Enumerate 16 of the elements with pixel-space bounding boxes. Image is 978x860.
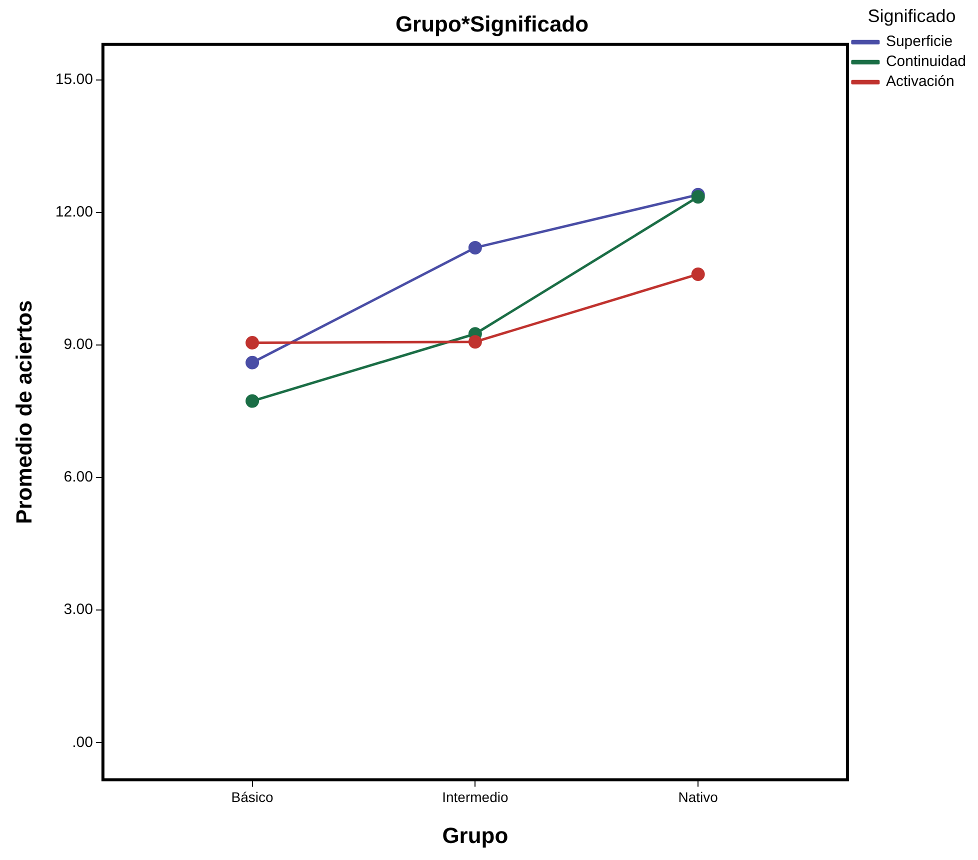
x-tick-label: Nativo xyxy=(678,789,718,806)
legend-title: Significado xyxy=(868,6,956,26)
y-tick-label: 15.00 xyxy=(55,70,93,88)
y-tick-label: .00 xyxy=(72,734,93,751)
y-tick-label: 3.00 xyxy=(64,601,93,618)
y-tick-label: 6.00 xyxy=(64,468,93,486)
y-axis-title: Promedio de aciertos xyxy=(11,300,36,524)
y-tick-label: 9.00 xyxy=(64,336,93,354)
legend-label: Superficie xyxy=(886,33,953,50)
x-axis-title: Grupo xyxy=(442,822,508,848)
legend-label: Continuidad xyxy=(886,53,966,70)
y-tick-label: 12.00 xyxy=(55,203,93,220)
x-tick-label: Intermedio xyxy=(442,789,508,806)
chart-title: Grupo*Significado xyxy=(395,11,589,36)
x-tick-label: Básico xyxy=(231,789,274,806)
legend-label: Activación xyxy=(886,73,954,90)
